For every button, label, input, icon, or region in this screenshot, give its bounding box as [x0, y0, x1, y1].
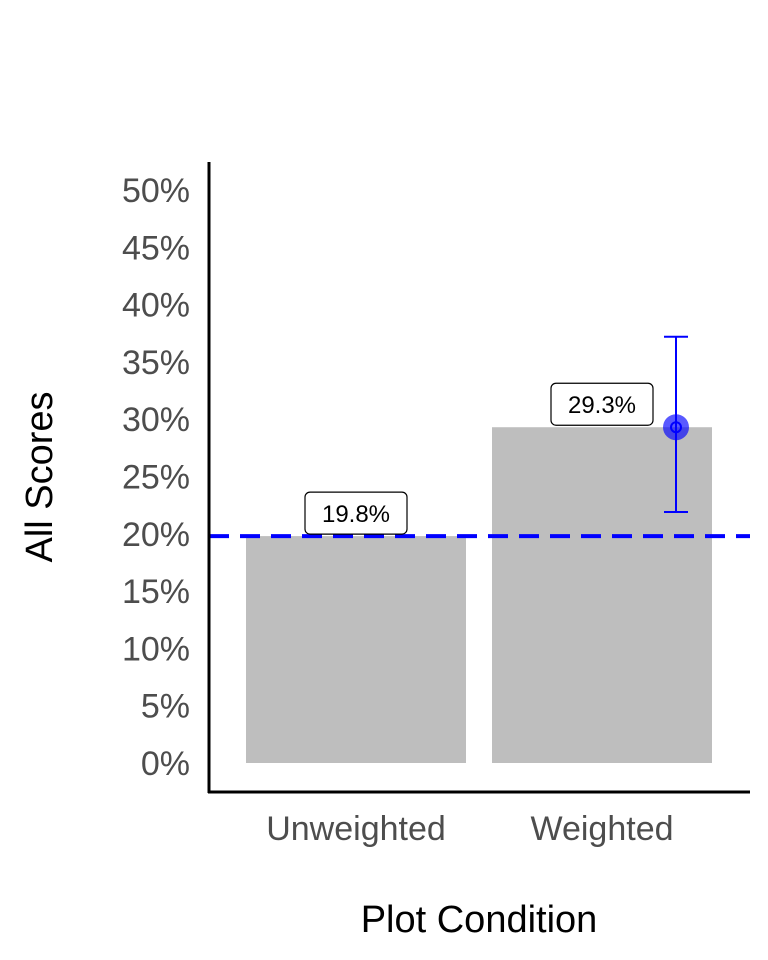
- value-label-box: [550, 382, 654, 426]
- point-estimate: [663, 414, 689, 441]
- y-tick-label: 35%: [122, 344, 190, 382]
- y-tick-label: 25%: [122, 459, 190, 497]
- value-label-unweighted: 19.8%: [304, 491, 408, 535]
- y-tick-label: 40%: [122, 287, 190, 325]
- value-label-text: 19.8%: [322, 501, 390, 528]
- value-label-box: [304, 491, 408, 535]
- x-axis-ticks: Unweighted Weighted: [266, 810, 673, 848]
- x-axis-title: Plot Condition: [361, 899, 598, 941]
- error-bar-group: [663, 335, 689, 514]
- y-tick-label: 45%: [122, 229, 190, 267]
- bar-weighted: [492, 427, 712, 763]
- y-tick-label: 0%: [141, 745, 190, 783]
- y-tick-label: 30%: [122, 401, 190, 439]
- y-axis-ticks: 0% 5% 10% 15% 20% 25% 30% 35% 40% 45% 50%: [122, 172, 190, 783]
- value-label-weighted: 29.3%: [550, 382, 654, 426]
- bars: [246, 427, 712, 763]
- bar-labels: 19.8% 29.3%: [304, 382, 654, 535]
- axes: [207, 162, 750, 794]
- y-tick-label: 5%: [141, 688, 190, 726]
- y-tick-label: 15%: [122, 573, 190, 611]
- y-axis-title: All Scores: [19, 391, 61, 562]
- x-tick-label: Weighted: [530, 810, 673, 848]
- x-tick-label: Unweighted: [266, 810, 446, 848]
- y-tick-label: 50%: [122, 172, 190, 210]
- y-tick-label: 20%: [122, 516, 190, 554]
- bar-unweighted: [246, 536, 466, 763]
- point-estimate-center: [670, 421, 682, 434]
- value-label-text: 29.3%: [568, 392, 636, 419]
- y-tick-label: 10%: [122, 630, 190, 668]
